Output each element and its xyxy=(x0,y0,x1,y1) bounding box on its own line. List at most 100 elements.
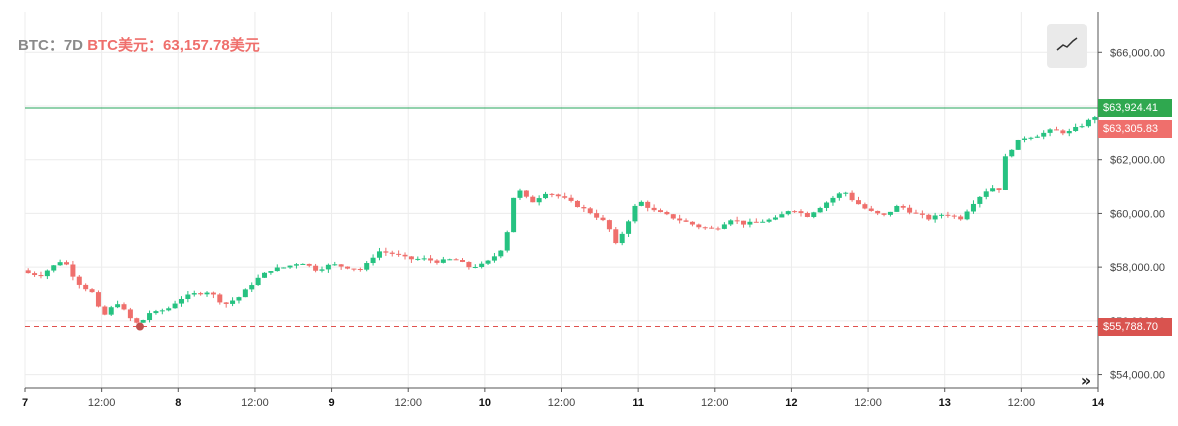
candles xyxy=(25,115,1098,324)
candle-body xyxy=(977,196,983,204)
candle-body xyxy=(1060,130,1066,134)
candle-body xyxy=(428,258,434,261)
candle-body xyxy=(127,309,133,319)
candle-body xyxy=(779,214,785,218)
candle-body xyxy=(153,311,159,314)
scroll-to-latest-button[interactable]: » xyxy=(1074,370,1098,392)
candle-body xyxy=(657,210,663,213)
candle-body xyxy=(600,217,606,221)
candle-body xyxy=(166,308,172,311)
candle-body xyxy=(772,217,778,220)
candle-body xyxy=(677,218,683,221)
candle-body xyxy=(108,307,114,315)
candle-body xyxy=(370,257,376,264)
candle-body xyxy=(421,258,427,260)
candle-body xyxy=(881,213,887,215)
y-tick-label: $60,000.00 xyxy=(1110,208,1165,220)
current-price-tag: $63,305.83 xyxy=(1098,119,1172,138)
candle-body xyxy=(1015,139,1021,150)
candle-body xyxy=(626,221,632,234)
candle-body xyxy=(549,193,555,195)
candle-body xyxy=(389,252,395,254)
candle-body xyxy=(913,212,919,214)
candle-body xyxy=(415,258,421,260)
x-tick-label: 9 xyxy=(329,397,335,409)
candle-body xyxy=(836,193,842,198)
x-tick-label: 12:00 xyxy=(394,397,422,409)
candle-body xyxy=(523,190,529,197)
y-tick-label: $58,000.00 xyxy=(1110,262,1165,274)
candle-body xyxy=(766,219,772,222)
candle-body xyxy=(345,266,351,269)
chart-type-button[interactable] xyxy=(1047,24,1087,68)
candle-body xyxy=(875,210,881,214)
candle-body xyxy=(185,294,191,299)
double-chevron-right-icon: » xyxy=(1080,371,1092,390)
candle-body xyxy=(178,298,184,304)
candle-body xyxy=(198,293,204,295)
axes: $54,000.00$56,000.00$58,000.00$60,000.00… xyxy=(22,12,1165,409)
candle-body xyxy=(306,263,312,266)
candle-body xyxy=(402,254,408,257)
candle-body xyxy=(453,259,459,261)
candle-body xyxy=(919,213,925,215)
candle-body xyxy=(990,188,996,192)
candle-body xyxy=(300,263,306,265)
candle-body xyxy=(293,264,299,266)
x-tick-label: 8 xyxy=(175,397,181,409)
candle-body xyxy=(1066,131,1072,134)
candle-body xyxy=(408,256,414,260)
y-tick-label: $62,000.00 xyxy=(1110,155,1165,167)
candle-body xyxy=(498,250,504,257)
x-tick-label: 12:00 xyxy=(88,397,116,409)
x-tick-label: 11 xyxy=(632,397,644,409)
candle-body xyxy=(115,304,121,308)
candle-body xyxy=(606,220,612,230)
candle-body xyxy=(785,211,791,215)
x-tick-label: 12:00 xyxy=(854,397,882,409)
candle-body xyxy=(1009,149,1015,157)
candle-body xyxy=(236,297,242,301)
candle-body xyxy=(83,284,89,290)
candle-body xyxy=(830,197,836,203)
candle-body xyxy=(855,200,861,205)
reference-lines xyxy=(25,107,1098,331)
candle-body xyxy=(147,313,153,321)
candle-body xyxy=(536,198,542,203)
candle-body xyxy=(396,253,402,255)
candle-body xyxy=(581,207,587,209)
candle-body xyxy=(1034,136,1040,138)
candle-body xyxy=(274,267,280,272)
candle-body xyxy=(472,266,478,268)
candle-body xyxy=(619,233,625,244)
candle-body xyxy=(958,216,964,220)
candle-body xyxy=(562,196,568,198)
candle-body xyxy=(1085,119,1091,127)
candle-body xyxy=(689,221,695,225)
grid xyxy=(24,12,1099,388)
candle-body xyxy=(683,220,689,222)
candle-body xyxy=(568,197,574,201)
candle-body xyxy=(1022,138,1028,140)
candle-body xyxy=(351,268,357,270)
candle-body xyxy=(1073,126,1079,132)
candle-body xyxy=(970,203,976,212)
low-point-marker xyxy=(135,322,144,331)
candle-body xyxy=(242,289,248,298)
candle-body xyxy=(204,292,210,295)
candle-body xyxy=(217,294,223,303)
candle-body xyxy=(939,214,945,216)
candle-body xyxy=(594,213,600,218)
candle-body xyxy=(702,227,708,229)
candle-body xyxy=(134,318,140,323)
x-tick-label: 12:00 xyxy=(1008,397,1036,409)
candle-body xyxy=(57,262,63,266)
candle-body xyxy=(268,271,274,273)
candle-body xyxy=(281,267,287,269)
candle-body xyxy=(25,270,31,274)
candle-body xyxy=(172,303,178,309)
y-tick-label: $54,000.00 xyxy=(1110,370,1165,382)
candle-body xyxy=(696,224,702,228)
x-tick-label: 12 xyxy=(785,397,797,409)
